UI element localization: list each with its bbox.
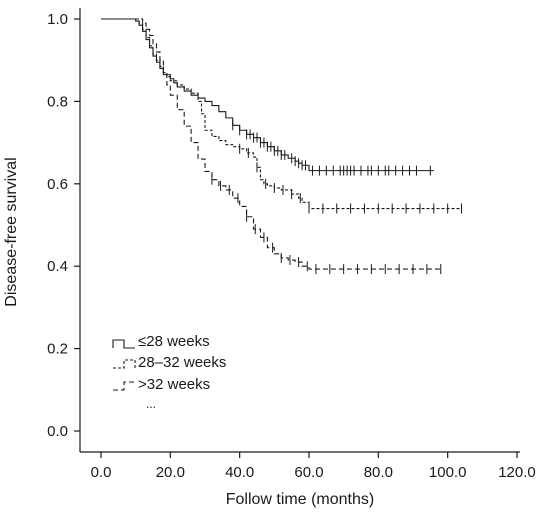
legend-swatch-gt32 [113,381,135,391]
legend-ellipsis: ... [146,397,156,411]
axes [79,8,520,453]
y-axis-title: Disease-free survival [3,157,20,306]
legend-swatch-le28 [112,339,135,349]
x-tick-label: 0.0 [91,464,112,481]
survival-curve-series-1 [101,18,462,210]
x-tick-label: 80.0 [364,464,393,481]
legend-label-gt32: >32 weeks [138,376,210,393]
legend-label-le28: ≤28 weeks [138,333,210,350]
survival-curve-series-2 [101,18,441,270]
legend-label-28-32: 28–32 weeks [138,354,226,371]
x-ticks: 0.0 20.0 40.0 60.0 80.0 100.0 120.0 [91,452,536,481]
x-tick-label: 40.0 [225,464,254,481]
y-ticks: 0.0 0.2 0.4 0.6 0.8 1.0 [47,11,80,440]
y-tick-label: 0.8 [47,93,68,110]
y-tick-label: 0.6 [47,176,68,193]
x-tick-label: 100.0 [429,464,467,481]
x-tick-label: 20.0 [156,464,185,481]
legend-swatch-28-32 [113,359,136,369]
survival-curves [101,18,462,270]
x-tick-label: 60.0 [294,464,323,481]
x-axis-title: Follow time (months) [226,491,374,508]
x-tick-label: 120.0 [498,464,536,481]
y-tick-label: 0.0 [47,423,68,440]
y-tick-label: 1.0 [47,11,68,28]
y-tick-label: 0.4 [47,258,68,275]
legend: ≤28 weeks 28–32 weeks >32 weeks ... [112,333,226,411]
censor-marks [211,120,463,275]
y-tick-label: 0.2 [47,341,68,358]
